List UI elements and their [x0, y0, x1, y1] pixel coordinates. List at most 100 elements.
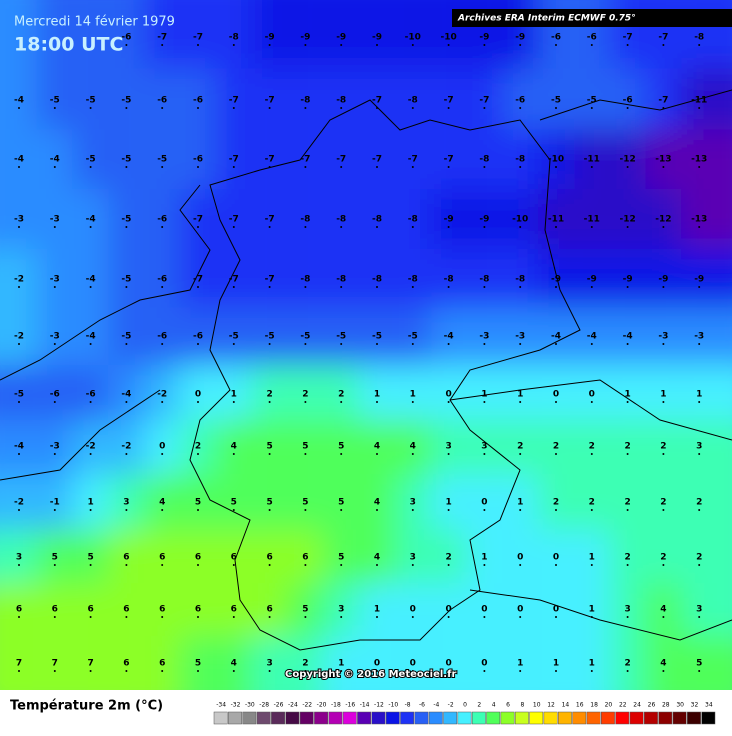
grid-point — [447, 453, 450, 455]
temperature-label: 2 — [266, 390, 272, 400]
grid-point — [590, 670, 593, 672]
temperature-label: -5 — [229, 332, 239, 342]
colorbar-swatch — [285, 711, 300, 725]
temperature-cell — [538, 129, 574, 189]
temperature-label: 5 — [338, 498, 344, 508]
temperature-cell — [466, 474, 503, 530]
temperature-label: 1 — [589, 659, 595, 669]
temperature-label: -7 — [193, 275, 203, 285]
grid-point — [161, 343, 164, 345]
temperature-label: -8 — [479, 155, 489, 165]
colorbar-swatch — [572, 711, 587, 725]
grid-point — [590, 286, 593, 288]
temperature-label: 4 — [374, 553, 380, 563]
temperature-label: 0 — [481, 659, 487, 669]
temperature-label: -9 — [515, 33, 525, 43]
temperature-label: 1 — [231, 390, 237, 400]
colorbar-label: 10 — [533, 702, 541, 709]
temperature-label: 5 — [338, 442, 344, 452]
temperature-cell — [72, 529, 109, 583]
grid-point — [125, 564, 128, 566]
colorbar-swatch — [514, 711, 529, 725]
temperature-cell — [0, 68, 37, 130]
grid-point — [483, 670, 486, 672]
colorbar-swatch — [471, 711, 486, 725]
temperature-label: 6 — [87, 605, 93, 615]
grid-point — [268, 107, 271, 109]
colorbar-label: -2 — [448, 702, 454, 709]
temperature-cell — [466, 365, 503, 420]
colorbar-label: -24 — [288, 702, 298, 709]
temperature-cell — [144, 474, 181, 530]
grid-point — [53, 670, 56, 672]
grid-point — [447, 670, 450, 672]
temperature-cell — [36, 249, 73, 308]
colorbar-label: 20 — [605, 702, 613, 709]
temperature-label: 2 — [302, 390, 308, 400]
temperature-label: -5 — [336, 332, 346, 342]
grid-point — [447, 564, 450, 566]
temperature-label: 5 — [231, 498, 237, 508]
temperature-label: -9 — [479, 215, 489, 225]
temperature-label: -3 — [50, 215, 60, 225]
temperature-label: 2 — [517, 442, 523, 452]
temperature-label: 2 — [624, 553, 630, 563]
grid-point — [232, 670, 235, 672]
temperature-label: -8 — [300, 275, 310, 285]
temperature-label: 2 — [445, 553, 451, 563]
temperature-label: 5 — [52, 553, 58, 563]
grid-point — [161, 44, 164, 46]
temperature-label: 6 — [123, 605, 129, 615]
temperature-cell — [36, 0, 73, 69]
temperature-cell — [0, 529, 37, 583]
temperature-cell — [72, 583, 109, 636]
grid-point — [304, 616, 307, 618]
temperature-cell — [430, 249, 467, 308]
grid-point — [18, 564, 20, 566]
grid-point — [89, 226, 92, 228]
temperature-label: -7 — [658, 33, 668, 43]
borders — [0, 89, 732, 651]
grid-point — [555, 564, 557, 566]
temperature-label: -8 — [300, 96, 310, 106]
colorbar-label: -30 — [245, 702, 255, 709]
grid-point — [519, 401, 522, 403]
grid-point — [376, 670, 378, 672]
colorbar-swatch — [500, 711, 515, 725]
grid-point — [53, 616, 56, 618]
temperature-cell — [538, 636, 574, 690]
temperature-label: 6 — [16, 605, 22, 615]
temperature-label: 5 — [87, 553, 93, 563]
temperature-label: 1 — [624, 390, 630, 400]
temperature-cell — [72, 365, 109, 420]
temperature-label: -2 — [86, 442, 96, 452]
temperature-cell — [36, 583, 73, 636]
temperature-cell — [359, 583, 395, 636]
temperature-label: 5 — [696, 659, 702, 669]
temperature-cell — [323, 249, 360, 308]
temperature-label: 3 — [266, 659, 272, 669]
temperature-label: -7 — [444, 155, 454, 165]
grid-point — [161, 226, 164, 228]
grid-point — [232, 453, 235, 455]
temperature-cell — [251, 129, 288, 189]
temperature-label: -7 — [444, 96, 454, 106]
temperature-cell — [609, 189, 646, 249]
temperature-label: -7 — [300, 155, 310, 165]
temperature-label: 0 — [481, 498, 487, 508]
temperature-label: -3 — [479, 332, 489, 342]
temperature-cell — [681, 474, 732, 530]
grid-point — [483, 166, 486, 168]
temperature-cell — [645, 365, 682, 420]
temperature-label: 4 — [660, 605, 666, 615]
temperature-cell — [573, 474, 610, 530]
temperature-cell — [0, 0, 37, 69]
temperature-cell — [251, 249, 288, 308]
temperature-cell — [215, 474, 252, 530]
temperature-cell — [502, 420, 539, 474]
colorbar-label: 14 — [562, 702, 570, 709]
temperature-label: -11 — [584, 155, 600, 165]
temperature-label: 1 — [517, 659, 523, 669]
grid-point — [555, 107, 557, 109]
temperature-label: -9 — [551, 275, 561, 285]
